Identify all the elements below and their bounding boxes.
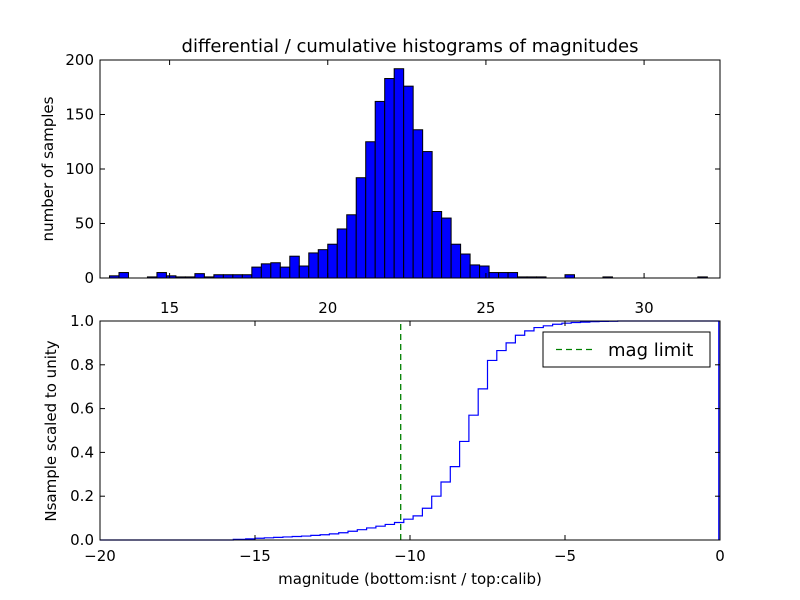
histogram-bar bbox=[412, 129, 424, 279]
cumulative-x-tick-label: −10 bbox=[394, 547, 426, 565]
cumulative-y-tick-label: 0.8 bbox=[70, 356, 94, 374]
histogram-x-tick-label: 20 bbox=[318, 299, 337, 317]
histogram-bar bbox=[355, 177, 367, 279]
cumulative-curve bbox=[100, 320, 720, 541]
histogram-bar bbox=[251, 266, 262, 279]
histogram-bar bbox=[327, 243, 338, 279]
histogram-y-tick-label: 50 bbox=[75, 215, 94, 233]
cumulative-x-tick-label: −5 bbox=[554, 547, 576, 565]
histogram-y-tick-label: 0 bbox=[84, 269, 94, 287]
histogram-bars bbox=[108, 68, 708, 279]
cumulative-x-tick-label: −20 bbox=[84, 547, 116, 565]
legend: mag limit bbox=[542, 331, 711, 368]
histogram-x-tick-label: 15 bbox=[160, 299, 179, 317]
cumulative-y-tick-label: 0.6 bbox=[70, 400, 94, 418]
histogram-x-tick-label: 30 bbox=[635, 299, 654, 317]
histogram-bar bbox=[270, 262, 281, 279]
legend-box bbox=[542, 331, 711, 368]
histogram-bar bbox=[336, 228, 348, 279]
cumulative-y-tick-label: 0.0 bbox=[70, 531, 94, 549]
histogram-bar bbox=[365, 141, 376, 279]
cumulative-x-tick-label: 0 bbox=[715, 547, 725, 565]
histogram-bar bbox=[498, 272, 509, 279]
histogram-bar bbox=[469, 264, 481, 279]
cumulative-panel: 0.0 0.2 0.4 0.6 0.8 1.0 −20 −15 −10 −5 0 magnitud… bbox=[42, 312, 725, 588]
histogram-y-tick-label: 200 bbox=[65, 51, 94, 69]
chart-title: differential / cumulative histograms of … bbox=[182, 36, 639, 57]
histogram-bar bbox=[403, 85, 414, 279]
histogram-y-tick-label: 100 bbox=[65, 160, 94, 178]
histogram-bar bbox=[317, 249, 329, 279]
histogram-y-ticks: 0 50 100 150 200 bbox=[65, 51, 720, 287]
histogram-y-label: number of samples bbox=[39, 96, 57, 241]
histogram-bar bbox=[156, 272, 167, 279]
histogram-bar bbox=[384, 78, 395, 279]
histogram-bar bbox=[460, 253, 471, 279]
histogram-x-tick-label: 25 bbox=[476, 299, 495, 317]
cumulative-y-label: Nsample scaled to unity bbox=[42, 340, 60, 521]
histogram-bar bbox=[118, 272, 129, 279]
histogram-bar bbox=[289, 255, 300, 279]
histogram-y-tick-label: 150 bbox=[65, 106, 94, 124]
cumulative-y-ticks: 0.0 0.2 0.4 0.6 0.8 1.0 bbox=[70, 312, 720, 549]
cumulative-x-tick-label: −15 bbox=[239, 547, 271, 565]
histogram-x-ticks: 15 20 25 30 bbox=[160, 60, 654, 317]
cumulative-curves bbox=[100, 320, 720, 541]
histogram-bar bbox=[450, 243, 462, 279]
cumulative-y-tick-label: 0.2 bbox=[70, 487, 94, 505]
histogram-bar bbox=[507, 272, 519, 279]
histogram-bar bbox=[279, 266, 291, 279]
histogram-bar bbox=[393, 68, 405, 279]
cumulative-y-tick-label: 0.4 bbox=[70, 443, 94, 461]
histogram-bar bbox=[298, 265, 310, 279]
histogram-bar bbox=[431, 211, 443, 279]
histogram-bar bbox=[346, 214, 357, 279]
cumulative-x-label: magnitude (bottom:isnt / top:calib) bbox=[278, 570, 542, 588]
histogram-bar bbox=[374, 100, 386, 279]
histogram-bar bbox=[260, 263, 272, 279]
cumulative-x-ticks: −20 −15 −10 −5 0 bbox=[84, 321, 725, 565]
histogram-bar bbox=[441, 217, 452, 279]
cumulative-y-tick-label: 1.0 bbox=[70, 312, 94, 330]
histogram-bar bbox=[488, 272, 500, 279]
histogram-bar bbox=[479, 265, 490, 279]
legend-label-mag-limit: mag limit bbox=[608, 340, 693, 361]
histogram-panel: differential / cumulative histograms of … bbox=[39, 36, 721, 317]
histogram-bar bbox=[422, 151, 433, 279]
histogram-bar bbox=[308, 252, 319, 279]
histogram-bar bbox=[194, 273, 205, 279]
